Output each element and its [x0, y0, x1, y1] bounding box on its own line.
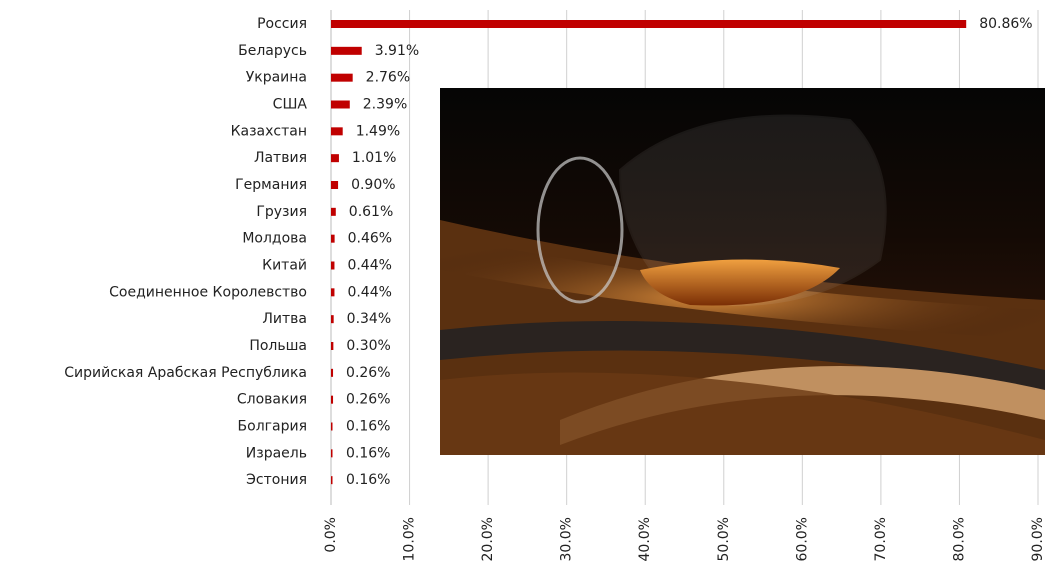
x-tick-label: 80.0%	[951, 517, 967, 561]
y-tick-label: Сирийская Арабская Республика	[64, 365, 307, 381]
y-tick-label: США	[273, 97, 308, 113]
bar	[331, 396, 333, 404]
value-label: 0.16%	[346, 419, 390, 435]
value-label: 0.44%	[347, 258, 391, 274]
value-label: 2.39%	[363, 97, 407, 113]
bar	[331, 208, 336, 216]
bar	[331, 47, 362, 55]
value-label: 1.01%	[352, 150, 396, 166]
x-tick-label: 50.0%	[716, 517, 732, 561]
bar	[331, 449, 333, 457]
bar	[331, 262, 334, 270]
value-label: 0.16%	[346, 472, 390, 488]
value-label: 0.61%	[349, 204, 393, 220]
y-tick-label: Словакия	[237, 392, 307, 408]
x-tick-label: 20.0%	[480, 517, 496, 561]
bar	[331, 423, 333, 431]
value-label: 2.76%	[366, 70, 410, 86]
y-tick-label: Польша	[249, 338, 307, 354]
value-label: 3.91%	[375, 43, 419, 59]
y-tick-label: Россия	[257, 16, 307, 32]
chart: 0.0% 10.0% 20.0% 30.0% 40.0% 50.0% 60.0% 70.0% 8…	[0, 0, 1051, 576]
bar	[331, 127, 343, 135]
y-tick-label: Беларусь	[238, 43, 307, 59]
x-tick-label: 70.0%	[873, 517, 889, 561]
value-label: 0.46%	[348, 231, 392, 247]
y-tick-label: Молдова	[242, 231, 307, 247]
bar	[331, 101, 350, 109]
value-label: 1.49%	[356, 123, 400, 139]
value-label: 0.90%	[351, 177, 395, 193]
bar	[331, 181, 338, 189]
value-label: 0.26%	[346, 392, 390, 408]
y-tick-label: Китай	[262, 258, 307, 274]
x-tick-label: 10.0%	[402, 517, 418, 561]
value-label: 0.44%	[347, 284, 391, 300]
y-tick-label: Литва	[262, 311, 307, 327]
bar	[331, 342, 333, 350]
value-label: 0.34%	[347, 311, 391, 327]
x-tick-label: 90.0%	[1030, 517, 1046, 561]
value-label: 0.16%	[346, 445, 390, 461]
bar	[331, 235, 335, 243]
x-tick-label: 30.0%	[559, 517, 575, 561]
bar	[331, 74, 353, 82]
y-tick-label: Соединенное Королевство	[109, 284, 307, 300]
y-tick-label: Казахстан	[231, 123, 307, 139]
value-label: 0.26%	[346, 365, 390, 381]
value-label: 80.86%	[979, 16, 1032, 32]
value-label: 0.30%	[346, 338, 390, 354]
x-tick-label: 60.0%	[794, 517, 810, 561]
y-tick-label: Латвия	[254, 150, 307, 166]
y-tick-label: Болгария	[238, 419, 307, 435]
y-tick-label: Украина	[246, 70, 307, 86]
bar	[331, 476, 333, 484]
y-tick-label: Грузия	[256, 204, 307, 220]
photo	[440, 88, 1045, 455]
x-tick-label: 0.0%	[323, 517, 339, 553]
y-tick-label: Германия	[235, 177, 307, 193]
bar	[331, 369, 333, 377]
bar	[331, 154, 339, 162]
bar	[331, 315, 334, 323]
y-tick-label: Эстония	[246, 472, 307, 488]
x-tick-label: 40.0%	[637, 517, 653, 561]
bar	[331, 20, 966, 28]
bar	[331, 288, 334, 296]
y-tick-label: Израель	[246, 445, 307, 461]
